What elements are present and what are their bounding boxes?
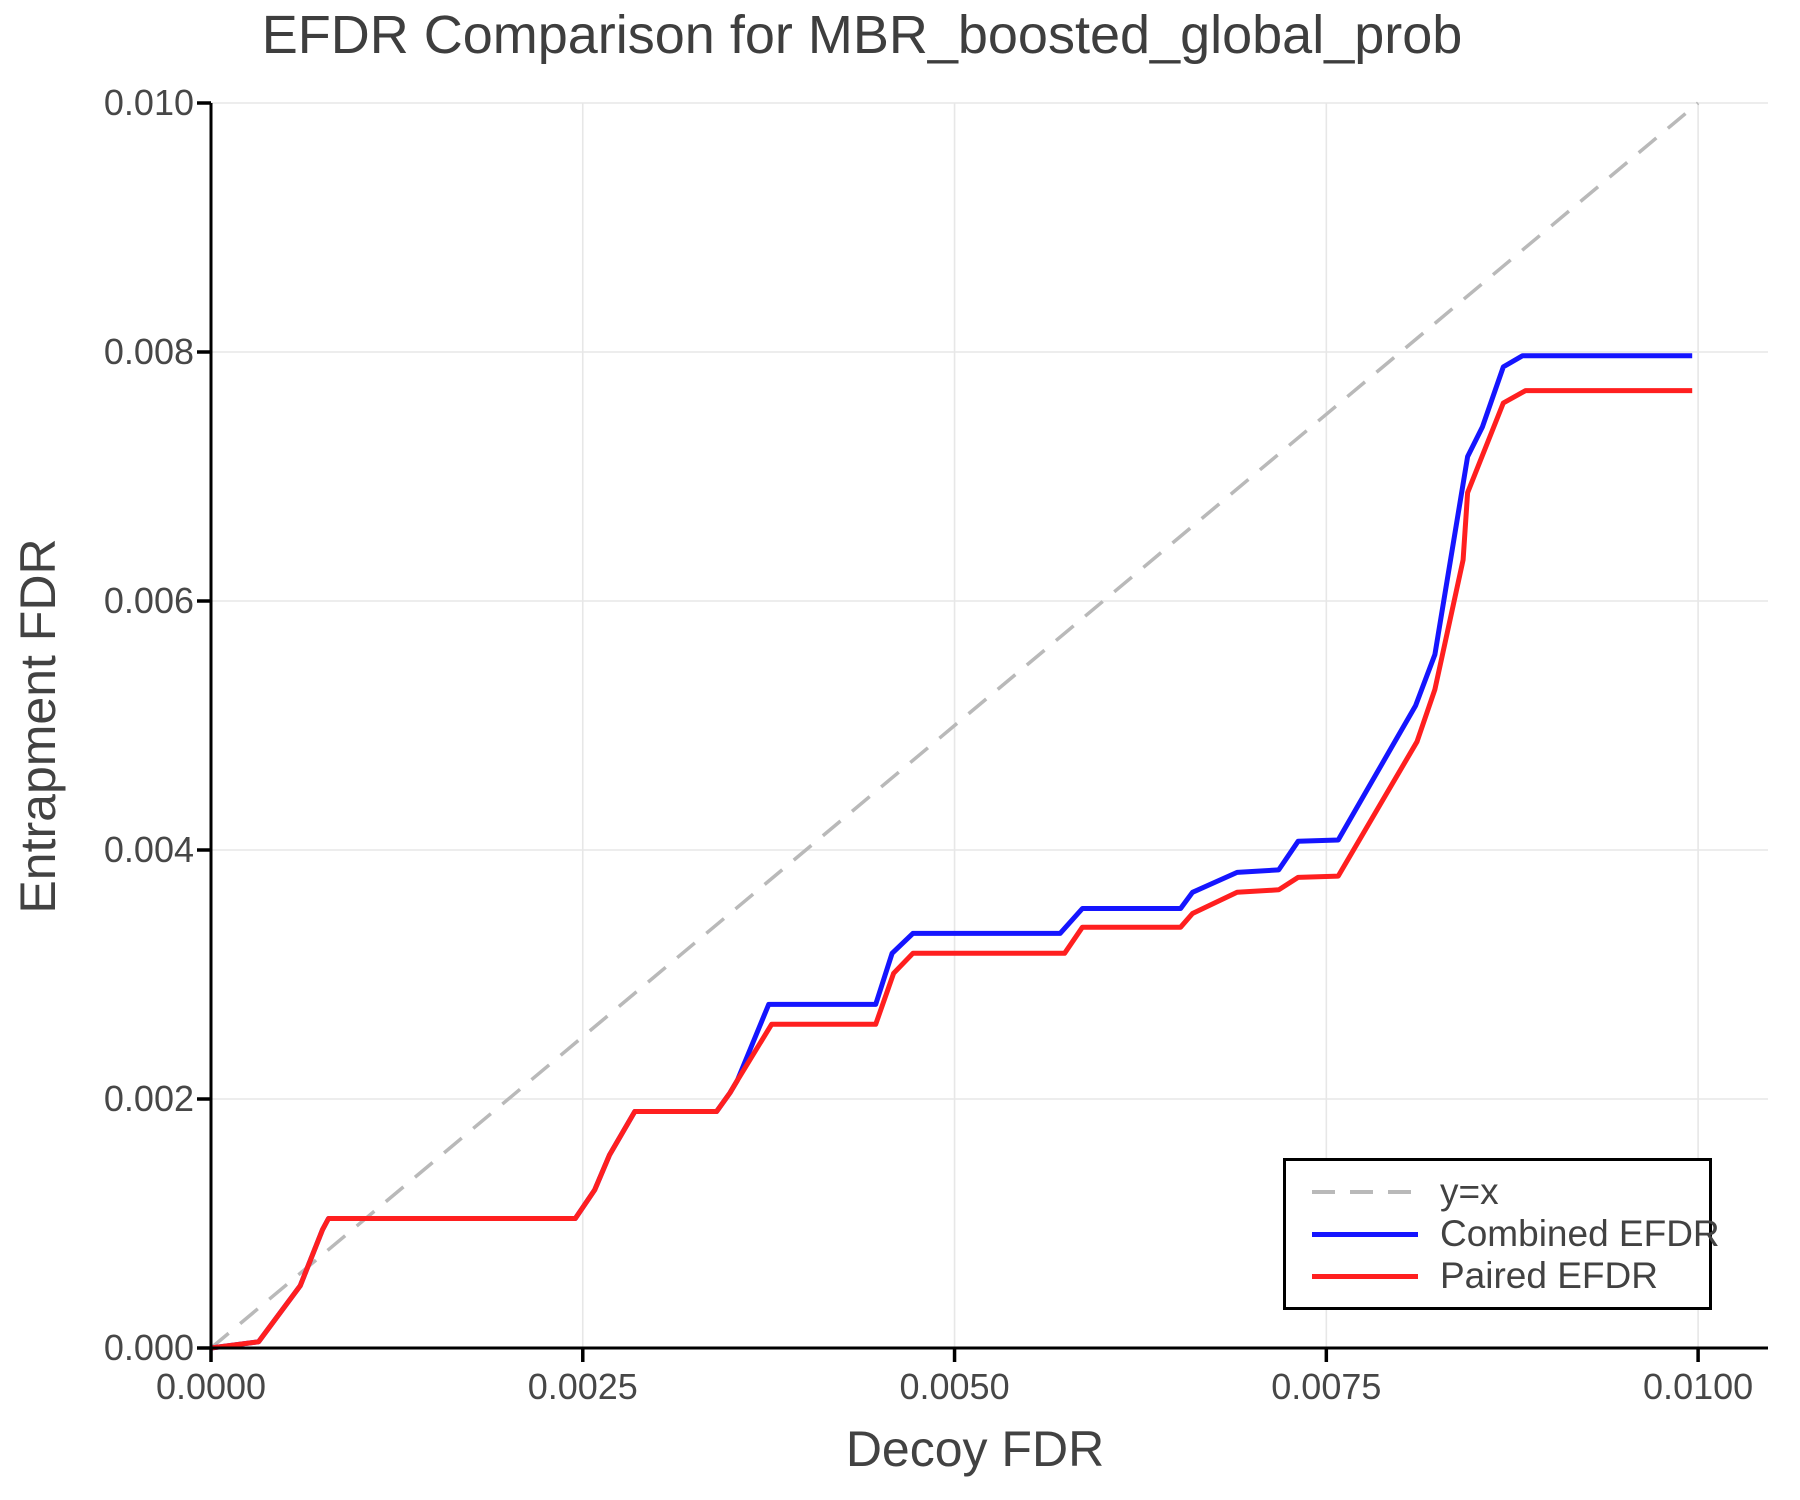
x-tick-label: 0.0050 <box>899 1366 1010 1407</box>
legend-row-paired: Paired EFDR <box>1312 1254 1695 1296</box>
chart-title: EFDR Comparison for MBR_boosted_global_p… <box>261 5 1463 65</box>
legend: y=x Combined EFDR Paired EFDR <box>1283 1158 1720 1310</box>
y-tick-label: 0.004 <box>103 829 194 870</box>
x-axis-label: Decoy FDR <box>845 1421 1105 1477</box>
y-tick-label: 0.008 <box>103 331 194 372</box>
plot-area <box>197 101 1768 1362</box>
y-tick-label: 0.000 <box>103 1327 194 1368</box>
x-tick-label: 0.0000 <box>155 1366 267 1407</box>
legend-label-combined-efdr: Combined EFDR <box>1440 1212 1720 1254</box>
legend-row-combined: Combined EFDR <box>1312 1214 1720 1254</box>
y-tick-label: 0.010 <box>103 82 194 123</box>
y-tick-label: 0.006 <box>103 580 194 621</box>
dashed-line-swatch-icon <box>1312 1190 1418 1194</box>
legend-label-paired-efdr: Paired EFDR <box>1440 1254 1658 1296</box>
legend-label-y-equals-x: y=x <box>1440 1170 1499 1212</box>
x-tick-label: 0.0025 <box>527 1366 638 1407</box>
x-tick-label: 0.0100 <box>1643 1366 1754 1407</box>
legend-row-reference: y=x <box>1312 1170 1695 1212</box>
diagonal-reference-line <box>209 101 1700 1350</box>
x-tick-label: 0.0075 <box>1271 1366 1382 1407</box>
series-line-paired-efdr <box>210 388 1693 1351</box>
red-line-swatch-icon <box>1312 1273 1418 1279</box>
y-tick-label: 0.002 <box>103 1078 194 1119</box>
blue-line-swatch-icon <box>1312 1231 1418 1237</box>
